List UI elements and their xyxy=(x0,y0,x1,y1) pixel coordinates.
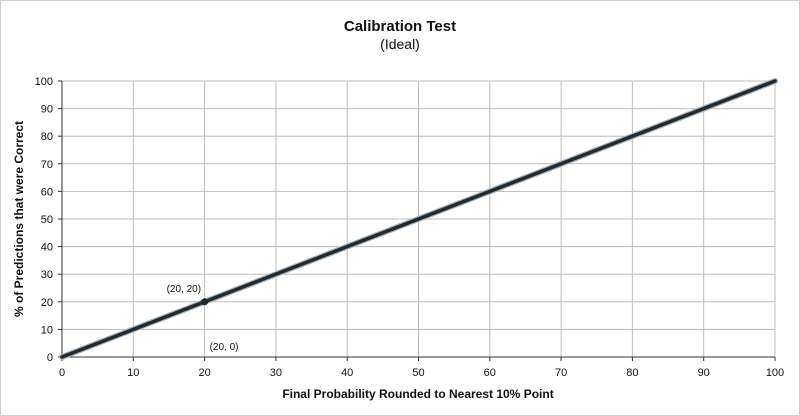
series-layer xyxy=(59,78,778,360)
x-tick-label: 60 xyxy=(484,367,496,379)
x-tick-label: 70 xyxy=(555,367,567,379)
y-tick-label: 80 xyxy=(41,131,53,143)
annotation-label: (20, 20) xyxy=(167,284,201,295)
x-tick-label: 20 xyxy=(198,367,210,379)
y-tick-label: 50 xyxy=(41,214,53,226)
chart-title: Calibration Test xyxy=(344,18,456,35)
x-axis-label: Final Probability Rounded to Nearest 10%… xyxy=(282,387,553,401)
y-tick-label: 10 xyxy=(41,324,53,336)
y-tick-label: 30 xyxy=(41,269,53,281)
x-tick-label: 80 xyxy=(626,367,638,379)
x-tick-label: 30 xyxy=(270,367,282,379)
y-tick-label: 40 xyxy=(41,242,53,254)
y-tick-label: 90 xyxy=(41,104,53,116)
series-line xyxy=(60,79,777,359)
x-tick-label: 10 xyxy=(127,367,139,379)
x-tick-label: 0 xyxy=(59,367,65,379)
grid-layer xyxy=(62,80,776,357)
data-point xyxy=(201,298,209,306)
x-tick-label: 50 xyxy=(412,367,424,379)
tick-layer: 0 10 20 30 40 50 60 70 80 90 100 0 10 20 30 40 50 60 70 80 9… xyxy=(35,76,785,379)
y-axis-label: % of Predictions that were Correct xyxy=(12,121,26,317)
x-tick-label: 40 xyxy=(341,367,353,379)
y-tick-label: 20 xyxy=(41,297,53,309)
x-tick-label: 90 xyxy=(698,367,710,379)
y-tick-label: 100 xyxy=(35,76,53,88)
annotation-layer: (20, 20) (20, 0) xyxy=(167,284,239,353)
annotation-label: (20, 0) xyxy=(210,342,239,353)
x-tick-label: 100 xyxy=(766,367,784,379)
y-tick-label: 70 xyxy=(41,159,53,171)
y-tick-label: 60 xyxy=(41,186,53,198)
y-tick-label: 0 xyxy=(47,352,53,364)
chart-subtitle: (Ideal) xyxy=(380,36,420,52)
